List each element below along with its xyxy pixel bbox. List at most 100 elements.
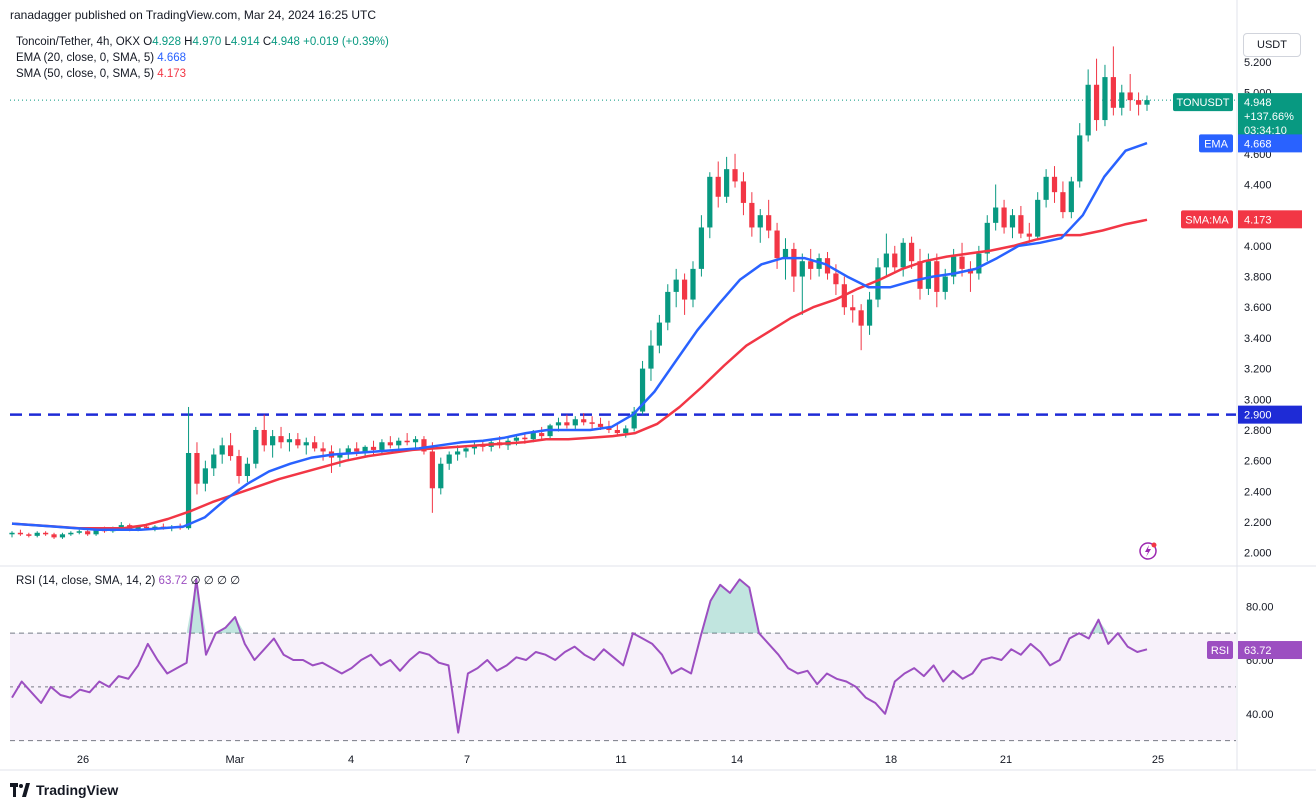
candle[interactable]: [328, 445, 335, 473]
candle[interactable]: [1035, 192, 1041, 240]
candle[interactable]: [51, 532, 57, 539]
candle[interactable]: [715, 161, 721, 208]
candle[interactable]: [1001, 199, 1007, 234]
candle[interactable]: [1119, 84, 1125, 116]
candle[interactable]: [320, 442, 326, 461]
candle[interactable]: [337, 448, 343, 467]
candle[interactable]: [68, 531, 74, 536]
candle[interactable]: [1060, 181, 1066, 219]
candle[interactable]: [1085, 69, 1091, 142]
candle[interactable]: [261, 414, 267, 452]
candle[interactable]: [202, 460, 208, 492]
rsi-line[interactable]: [11, 578, 1148, 734]
candle[interactable]: [295, 433, 301, 449]
candle[interactable]: [404, 433, 410, 446]
candle[interactable]: [1068, 176, 1074, 219]
candle[interactable]: [589, 416, 595, 429]
candle[interactable]: [799, 253, 805, 315]
candle[interactable]: [648, 330, 654, 381]
candle[interactable]: [1110, 46, 1116, 116]
candle[interactable]: [757, 209, 763, 243]
candle[interactable]: [934, 253, 940, 308]
candle[interactable]: [43, 531, 49, 536]
candle[interactable]: [26, 532, 32, 538]
candle[interactable]: [724, 156, 730, 203]
candle[interactable]: [698, 215, 705, 277]
sma-legend-label[interactable]: SMA (50, close, 0, SMA, 5): [16, 68, 155, 80]
time-axis[interactable]: 26 Mar 4 7 11 14 18 21 25: [77, 754, 1164, 766]
candle[interactable]: [917, 248, 923, 300]
candle[interactable]: [278, 426, 284, 449]
candle[interactable]: [993, 184, 999, 231]
symbol-title[interactable]: Toncoin/Tether, 4h, OKX: [16, 36, 141, 48]
candle[interactable]: [1102, 64, 1108, 127]
candle[interactable]: [967, 261, 974, 292]
candle[interactable]: [387, 436, 393, 449]
candle[interactable]: [211, 448, 217, 477]
candle[interactable]: [900, 238, 906, 277]
candle[interactable]: [816, 253, 822, 277]
candle[interactable]: [17, 529, 24, 536]
rsi-panel[interactable]: [10, 578, 1236, 742]
candle[interactable]: [908, 236, 915, 269]
candle[interactable]: [1077, 123, 1083, 188]
candle[interactable]: [270, 429, 276, 458]
candle[interactable]: [850, 294, 856, 323]
candle[interactable]: [421, 436, 427, 455]
candle[interactable]: [1144, 95, 1150, 111]
candle[interactable]: [866, 291, 873, 335]
candle[interactable]: [185, 406, 192, 530]
candle[interactable]: [690, 261, 696, 308]
ema-legend-label[interactable]: EMA (20, close, 0, SMA, 5): [16, 52, 155, 64]
candle[interactable]: [34, 531, 40, 538]
rsi-legend-label[interactable]: RSI (14, close, SMA, 14, 2): [16, 575, 156, 587]
candle[interactable]: [564, 414, 570, 429]
candle[interactable]: [412, 436, 419, 449]
candle[interactable]: [656, 314, 662, 354]
candle[interactable]: [1018, 205, 1024, 239]
candle[interactable]: [875, 258, 881, 308]
candle[interactable]: [236, 449, 242, 484]
candle[interactable]: [194, 442, 200, 495]
sma50-line[interactable]: [11, 218, 1148, 530]
candle[interactable]: [614, 423, 620, 437]
candle[interactable]: [673, 268, 679, 308]
candle[interactable]: [429, 442, 435, 513]
candle[interactable]: [244, 457, 251, 483]
candle[interactable]: [76, 529, 82, 535]
candle[interactable]: [85, 529, 91, 536]
candle[interactable]: [539, 426, 545, 440]
candle[interactable]: [572, 416, 578, 430]
candle[interactable]: [1051, 166, 1058, 203]
candle[interactable]: [791, 242, 797, 292]
candle[interactable]: [227, 433, 234, 461]
candle[interactable]: [1127, 74, 1133, 111]
candle[interactable]: [808, 248, 814, 280]
candle[interactable]: [740, 172, 747, 216]
candle[interactable]: [1043, 169, 1049, 208]
candle[interactable]: [631, 406, 637, 432]
candle[interactable]: [581, 413, 587, 426]
candle[interactable]: [665, 284, 671, 331]
candle[interactable]: [749, 192, 755, 237]
candle[interactable]: [303, 437, 309, 455]
candle[interactable]: [1093, 58, 1100, 131]
candle[interactable]: [732, 153, 738, 188]
candle[interactable]: [858, 304, 864, 351]
price-axis[interactable]: 5.2005.0004.8004.6004.4004.2004.0003.800…: [1244, 57, 1274, 721]
tradingview-brand[interactable]: TradingView: [36, 782, 119, 798]
candle[interactable]: [438, 457, 444, 495]
candle[interactable]: [219, 437, 225, 464]
candle[interactable]: [1009, 209, 1016, 239]
candle[interactable]: [547, 423, 553, 440]
candle[interactable]: [446, 451, 452, 470]
candle[interactable]: [286, 433, 293, 452]
candle[interactable]: [774, 222, 780, 269]
currency-button[interactable]: USDT: [1243, 33, 1301, 57]
candle[interactable]: [892, 245, 898, 274]
candle[interactable]: [1135, 92, 1142, 116]
ema20-line[interactable]: [11, 141, 1148, 531]
candle[interactable]: [766, 199, 772, 239]
candle[interactable]: [681, 273, 688, 315]
candle[interactable]: [984, 215, 990, 262]
